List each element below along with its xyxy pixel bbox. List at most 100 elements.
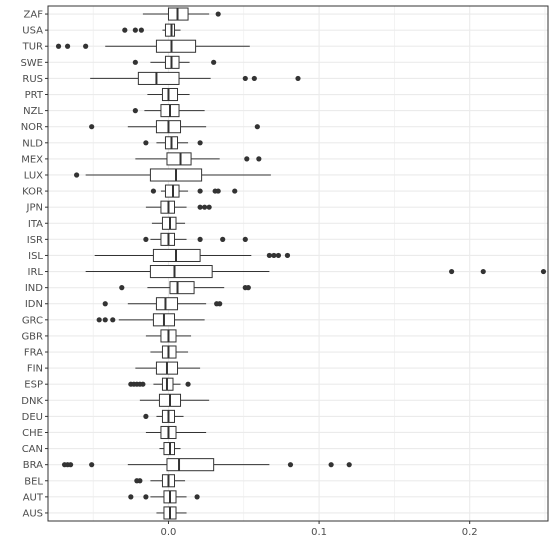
outlier-point (346, 462, 352, 468)
y-tick-label: ISR (27, 235, 43, 246)
outlier-point (232, 188, 238, 194)
box-lux (74, 168, 271, 182)
outlier-point (242, 236, 248, 242)
x-tick-label: 0.1 (311, 527, 327, 538)
box-isl (94, 248, 291, 262)
y-tick-label: FRA (24, 348, 43, 359)
outlier-point (89, 124, 95, 130)
box-iqr (166, 458, 215, 472)
box-isr (143, 232, 248, 246)
box-idn (102, 297, 223, 311)
outlier-point (55, 43, 62, 49)
outlier-point (202, 204, 208, 210)
box-iqr (169, 281, 195, 295)
outlier-point (74, 172, 80, 178)
outlier-point (102, 301, 108, 307)
y-tick-label: DNK (21, 396, 43, 407)
outlier-point (215, 11, 221, 17)
box-iqr (155, 297, 179, 311)
box-swe (132, 55, 217, 69)
outlier-point (194, 494, 200, 500)
y-tick-label: BEL (24, 476, 43, 487)
box-nor (89, 120, 260, 134)
y-tick-label: CAN (22, 444, 43, 455)
panel-border (47, 5, 549, 522)
outlier-point (197, 188, 203, 194)
outlier-point (102, 317, 108, 323)
outlier-point (328, 462, 334, 468)
box-bel (134, 474, 186, 488)
box-dnk (139, 393, 210, 407)
outlier-point (266, 252, 272, 259)
y-tick-label: TUR (22, 42, 43, 53)
y-tick-label: NOR (21, 122, 43, 133)
outlier-point (244, 156, 250, 162)
box-rus (90, 71, 301, 85)
y-tick-label: CHE (22, 428, 43, 439)
outlier-point (122, 27, 128, 33)
outlier-point (284, 252, 291, 259)
box-tur (55, 39, 250, 53)
outlier-point (220, 236, 226, 242)
outlier-point (137, 478, 143, 484)
outlier-point (295, 75, 301, 82)
outlier-point (275, 252, 282, 259)
y-tick-label: ZAF (24, 10, 44, 21)
box-ind (119, 281, 251, 295)
outlier-point (83, 43, 89, 49)
box-aus (156, 506, 187, 520)
y-tick-label: AUT (23, 492, 44, 503)
y-tick-label: KOR (22, 187, 43, 198)
y-tick-label: GRC (22, 315, 43, 326)
outlier-point (67, 462, 74, 468)
grid-lines (48, 6, 548, 521)
outlier-point (143, 494, 149, 500)
y-tick-label: ISL (28, 251, 43, 262)
outlier-point (143, 236, 149, 242)
outlier-point (185, 381, 191, 387)
y-tick-label: ITA (28, 219, 43, 230)
outlier-point (143, 140, 149, 146)
box-iqr (164, 23, 176, 37)
box-kor (150, 184, 238, 198)
y-tick-label: AUS (22, 508, 43, 519)
y-tick-label: NZL (23, 106, 43, 117)
outlier-point (287, 462, 294, 468)
y-tick-label: PRT (25, 90, 44, 101)
x-axis-ticks: 0.0 0.1 0.2 (161, 521, 478, 538)
y-tick-label: JPN (26, 203, 43, 214)
outlier-point (119, 285, 125, 291)
y-tick-label: LUX (24, 170, 43, 181)
outlier-point (143, 413, 149, 419)
outlier-point (140, 381, 146, 387)
y-tick-label: USA (22, 26, 43, 37)
box-che (145, 425, 207, 440)
outlier-point (540, 268, 547, 275)
box-nzl (132, 104, 205, 118)
x-tick-label: 0.0 (161, 527, 177, 538)
outlier-point (132, 59, 138, 65)
y-tick-label: DEU (22, 412, 43, 423)
outlier-point (132, 27, 138, 33)
box-aut (128, 490, 200, 504)
outlier-point (132, 108, 138, 114)
box-iqr (155, 39, 197, 53)
box-can (159, 442, 181, 456)
y-tick-label: NLD (22, 138, 43, 149)
y-tick-label: SWE (20, 58, 43, 69)
box-fra (150, 345, 189, 359)
outlier-point (89, 462, 95, 468)
outlier-point (251, 75, 257, 82)
outlier-point (449, 268, 455, 275)
box-jpn (145, 200, 212, 214)
y-tick-label: IDN (25, 299, 43, 310)
outlier-point (256, 156, 262, 162)
outlier-point (271, 252, 277, 259)
y-axis-ticks: ZAF USA TUR SWE RUS PRT NZL NOR NLD MEX LUX KOR JPN I… (20, 10, 48, 519)
box-fin (135, 361, 201, 375)
outlier-point (206, 204, 212, 210)
y-tick-label: FIN (27, 364, 43, 375)
box-nld (143, 136, 203, 150)
outlier-point (128, 494, 134, 500)
